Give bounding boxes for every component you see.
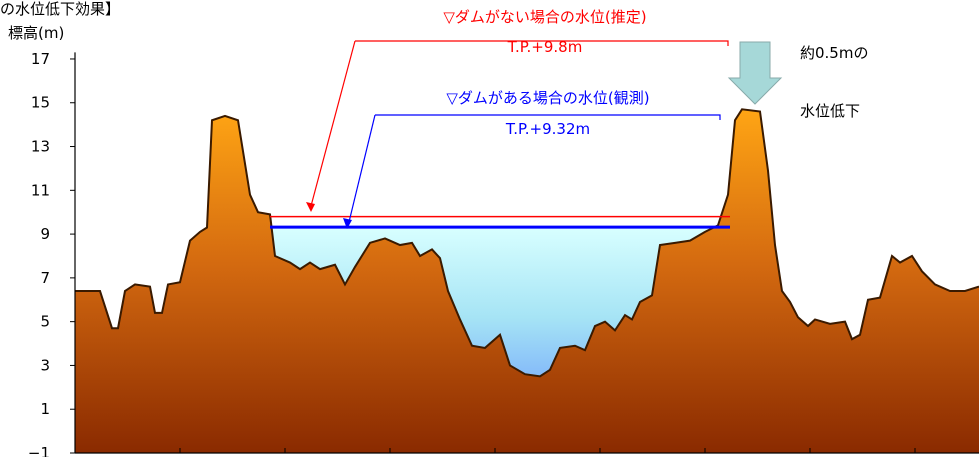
y-tick-label: −1 — [28, 444, 50, 457]
y-tick-label: 13 — [31, 138, 50, 156]
annotation: 約0.5mの — [800, 44, 868, 62]
y-tick-label: 3 — [40, 356, 50, 374]
down-arrow — [729, 42, 781, 104]
y-tick-label: 17 — [31, 50, 50, 68]
y-tick-label: 5 — [40, 313, 50, 331]
y-tick-label: 1 — [40, 400, 50, 418]
y-tick-label: 11 — [31, 181, 50, 199]
arrow-head — [306, 202, 315, 212]
water-level-name: ▽ダムがある場合の水位(観測) — [446, 89, 649, 107]
y-tick-label: 7 — [40, 269, 50, 287]
title: の水位低下効果】 — [0, 0, 120, 18]
chart: ▽ダムがない場合の水位(推定)T.P.+9.8m▽ダムがある場合の水位(観測)T… — [0, 0, 979, 457]
y-tick-label: 15 — [31, 94, 50, 112]
y-axis-label: 標高(m) — [8, 24, 64, 42]
water-level-label: T.P.+9.32m — [505, 120, 590, 138]
annotation: 水位低下 — [800, 102, 860, 120]
water-level-name: ▽ダムがない場合の水位(推定) — [443, 8, 646, 26]
callout-arrow — [311, 41, 355, 206]
y-tick-label: 9 — [40, 225, 50, 243]
callout-arrow — [349, 115, 375, 222]
